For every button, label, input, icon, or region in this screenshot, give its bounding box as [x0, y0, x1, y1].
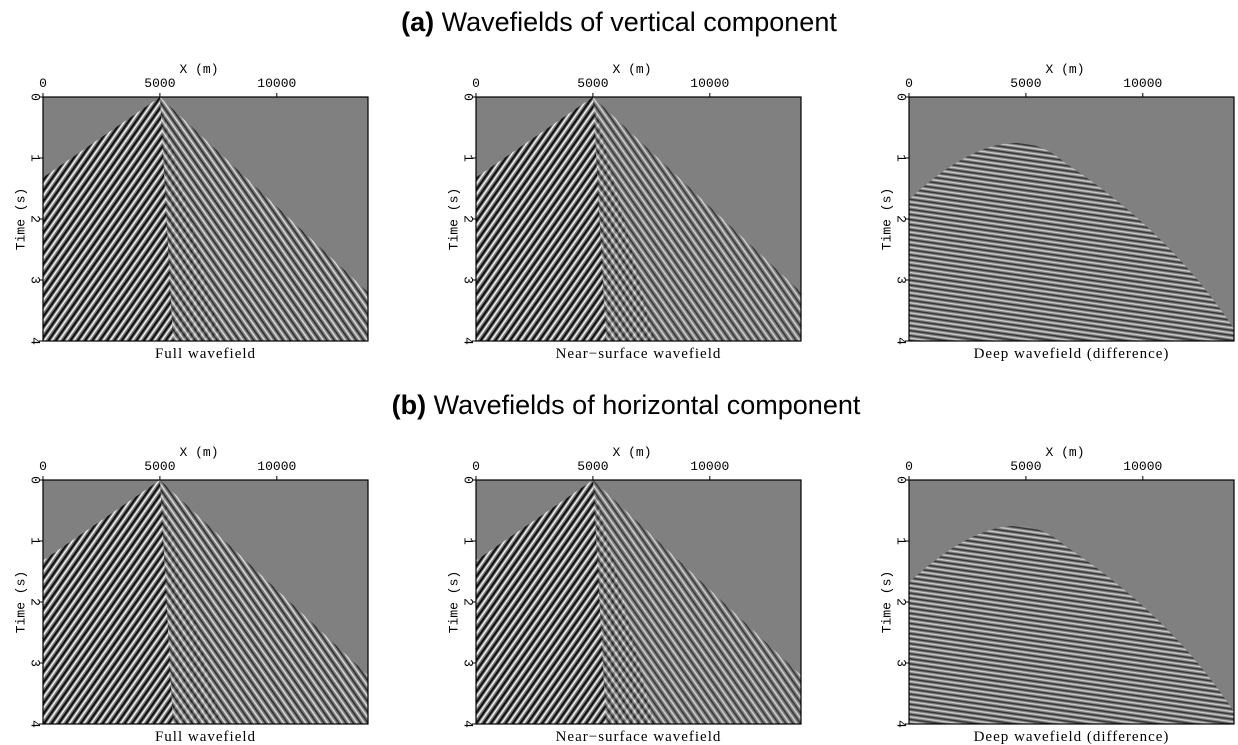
- x-axis-label: X (m): [1045, 62, 1084, 77]
- y-tick-label: 0: [894, 476, 909, 484]
- x-axis-label: X (m): [179, 62, 218, 77]
- x-axis-label: X (m): [612, 62, 651, 77]
- wavefield-right: [160, 480, 368, 724]
- y-tick-label: 0: [28, 93, 43, 101]
- x-tick-label: 10000: [1123, 459, 1162, 474]
- y-tick-label: 3: [894, 659, 909, 667]
- y-tick-label: 0: [461, 476, 476, 484]
- y-tick-label: 4: [461, 720, 476, 728]
- panel: 0 5000 10000 0 1 2 3 4 X (m) Time (s) Full wavefie…: [13, 445, 369, 745]
- x-tick-label: 5000: [144, 76, 175, 91]
- caption: Full wavefield: [155, 346, 256, 362]
- y-tick-label: 4: [461, 337, 476, 345]
- y-tick-label: 4: [28, 337, 43, 345]
- x-tick-label: 0: [472, 76, 480, 91]
- y-tick-label: 1: [28, 537, 43, 545]
- x-tick-label: 10000: [257, 76, 296, 91]
- y-axis-label: Time (s): [13, 571, 28, 633]
- y-tick-label: 0: [461, 93, 476, 101]
- y-tick-label: 2: [461, 215, 476, 223]
- y-axis-label: Time (s): [446, 188, 461, 250]
- x-axis-label: X (m): [1045, 445, 1084, 460]
- panel: 0 5000 10000 0 1 2 3 4 X (m) Time (s) Deep wavefie…: [879, 445, 1235, 745]
- y-tick-label: 0: [28, 476, 43, 484]
- x-tick-label: 10000: [690, 459, 729, 474]
- wavefield-deep: [909, 525, 1234, 724]
- wavefield-right: [593, 97, 801, 341]
- y-axis-label: Time (s): [13, 188, 28, 250]
- y-tick-label: 1: [894, 537, 909, 545]
- section-title: (a) Wavefields of vertical component: [401, 7, 837, 37]
- section-text: Wavefields of horizontal component: [434, 390, 861, 420]
- y-tick-label: 3: [28, 659, 43, 667]
- caption: Full wavefield: [155, 729, 256, 745]
- x-tick-label: 5000: [1010, 76, 1041, 91]
- x-tick-label: 5000: [577, 76, 608, 91]
- section-label: (a): [401, 7, 434, 37]
- caption: Deep wavefield (difference): [974, 346, 1170, 362]
- y-tick-label: 3: [28, 276, 43, 284]
- caption: Near−surface wavefield: [556, 729, 722, 745]
- x-tick-label: 0: [39, 459, 47, 474]
- y-tick-label: 3: [461, 659, 476, 667]
- y-tick-label: 1: [461, 537, 476, 545]
- y-tick-label: 4: [894, 720, 909, 728]
- wavefield-right: [593, 480, 801, 724]
- x-axis-label: X (m): [612, 445, 651, 460]
- panel: 0 5000 10000 0 1 2 3 4 X (m) Time (s) Near−surface…: [446, 62, 802, 362]
- x-tick-label: 5000: [577, 459, 608, 474]
- y-tick-label: 1: [28, 154, 43, 162]
- wavefield-deep: [909, 142, 1234, 341]
- y-tick-label: 2: [894, 598, 909, 606]
- y-tick-label: 0: [894, 93, 909, 101]
- x-tick-label: 0: [905, 459, 913, 474]
- y-axis-label: Time (s): [879, 188, 894, 250]
- y-tick-label: 2: [894, 215, 909, 223]
- x-tick-label: 0: [472, 459, 480, 474]
- x-tick-label: 0: [39, 76, 47, 91]
- panel: 0 5000 10000 0 1 2 3 4 X (m) Time (s) Near−surface…: [446, 445, 802, 745]
- y-tick-label: 2: [28, 215, 43, 223]
- section-title: (b) Wavefields of horizontal component: [392, 390, 861, 420]
- x-axis-label: X (m): [179, 445, 218, 460]
- section-label: (b): [392, 390, 426, 420]
- x-tick-label: 5000: [1010, 459, 1041, 474]
- x-tick-label: 0: [905, 76, 913, 91]
- y-tick-label: 3: [461, 276, 476, 284]
- panel: 0 5000 10000 0 1 2 3 4 X (m) Time (s) Deep wavefie…: [879, 62, 1235, 362]
- y-tick-label: 1: [461, 154, 476, 162]
- x-tick-label: 10000: [1123, 76, 1162, 91]
- y-axis-label: Time (s): [446, 571, 461, 633]
- x-tick-label: 10000: [257, 459, 296, 474]
- y-tick-label: 3: [894, 276, 909, 284]
- y-tick-label: 4: [894, 337, 909, 345]
- wavefield-right: [160, 97, 368, 341]
- x-tick-label: 5000: [144, 459, 175, 474]
- y-axis-label: Time (s): [879, 571, 894, 633]
- panel: 0 5000 10000 0 1 2 3 4 X (m) Time (s) Full wavefie…: [13, 62, 369, 362]
- y-tick-label: 2: [28, 598, 43, 606]
- caption: Near−surface wavefield: [556, 346, 722, 362]
- y-tick-label: 1: [894, 154, 909, 162]
- x-tick-label: 10000: [690, 76, 729, 91]
- y-tick-label: 4: [28, 720, 43, 728]
- y-tick-label: 2: [461, 598, 476, 606]
- caption: Deep wavefield (difference): [974, 729, 1170, 745]
- section-text: Wavefields of vertical component: [442, 7, 838, 37]
